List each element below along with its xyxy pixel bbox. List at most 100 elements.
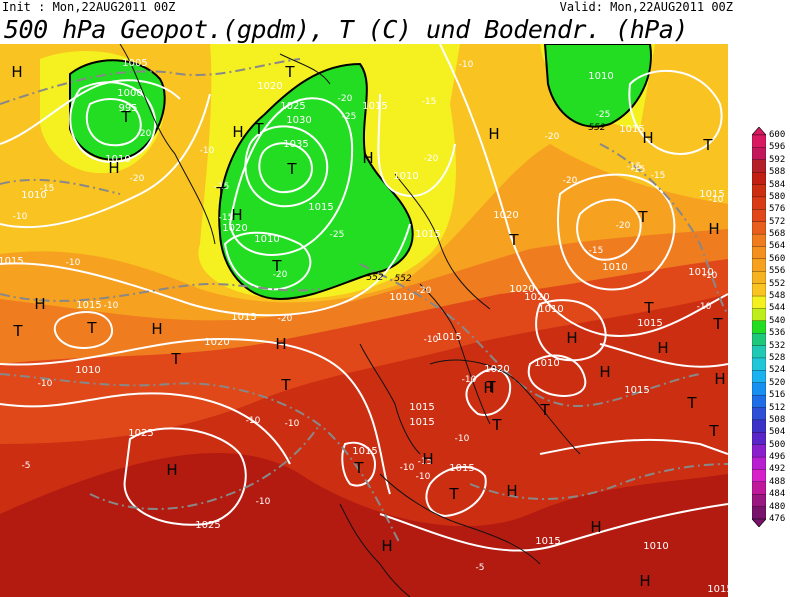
colorbar-tick-label: 504 <box>769 427 786 438</box>
temp-label: -5 <box>476 563 485 573</box>
temperature-labels: -20 -20 -15 -10 -15 -20 -25 -15 -10 -20 … <box>13 60 724 573</box>
colorbar-tick-label: 568 <box>769 229 786 240</box>
pressure-label: 1010 <box>534 358 559 369</box>
colorbar-segment <box>752 209 766 223</box>
high-center: H <box>231 206 242 224</box>
temp-label: -10 <box>104 301 119 311</box>
colorbar-tick-label: 580 <box>769 191 786 202</box>
colorbar-tick-label: 572 <box>769 216 786 227</box>
pressure-label: 1020 <box>257 81 282 92</box>
temp-label: -10 <box>424 335 439 345</box>
pressure-label: 1035 <box>283 139 308 150</box>
pressure-label: 1010 <box>105 154 130 165</box>
pressure-label: 1015 <box>699 189 724 200</box>
temp-label: -10 <box>400 463 415 473</box>
pressure-label: 1010 <box>254 234 279 245</box>
pressure-label: 1020 <box>509 284 534 295</box>
colorbar-segment <box>752 184 766 198</box>
temp-label: -20 <box>273 270 288 280</box>
low-center: T <box>215 184 226 202</box>
low-center: T <box>708 422 719 440</box>
pressure-label: 1010 <box>602 262 627 273</box>
pressure-label: 1015 <box>409 402 434 413</box>
dark-red-band <box>0 453 728 597</box>
colorbar-segment <box>752 134 766 149</box>
pressure-label: 1020 <box>524 292 549 303</box>
colorbar-tick-label: 508 <box>769 414 786 425</box>
colorbar-segment <box>752 320 766 334</box>
colorbar-tick-label: 520 <box>769 377 786 388</box>
pressure-label: 1000 <box>117 88 142 99</box>
temp-label: -15 <box>40 184 55 194</box>
temp-label: -10 <box>703 271 718 281</box>
low-center: T <box>637 208 648 226</box>
colorbar-tick-label: 476 <box>769 514 786 524</box>
pressure-label: 1010 <box>75 365 100 376</box>
colorbar-bottom-arrow <box>752 518 766 527</box>
colorbar-tick-label: 512 <box>769 402 786 413</box>
colorbar-segment <box>752 469 766 483</box>
pressure-centers-low: T T T T T T T T T T T T T T T T T T T T … <box>12 63 723 503</box>
high-center: H <box>483 379 494 397</box>
low-center: T <box>271 257 282 275</box>
temp-label: -15 <box>589 246 604 256</box>
colorbar-tick-label: 540 <box>769 315 786 326</box>
pressure-label: 1020 <box>484 364 509 375</box>
temp-label: -10 <box>709 195 724 205</box>
pressure-label: 1015 <box>76 300 101 311</box>
colorbar-tick-label: 516 <box>769 390 786 401</box>
temp-label: -5 <box>22 461 31 471</box>
colorbar-tick-label: 496 <box>769 452 786 463</box>
low-center: T <box>485 378 496 396</box>
high-center: H <box>708 220 719 238</box>
colorbar-tick-label: 544 <box>769 303 786 314</box>
temp-label: -10 <box>459 60 474 70</box>
pressure-label: 995 <box>118 103 137 114</box>
colorbar-segment <box>752 221 766 235</box>
pressure-label: 1015 <box>409 417 434 428</box>
pressure-label: 1010 <box>588 71 613 82</box>
high-center: H <box>34 295 45 313</box>
isobar-lines <box>0 44 728 552</box>
colorbar-tick-label: 592 <box>769 154 786 165</box>
temp-label: -10 <box>697 302 712 312</box>
colorbar-segment <box>752 159 766 173</box>
temp-label: -20 <box>563 176 578 186</box>
low-center: T <box>286 160 297 178</box>
map-title: 500 hPa Geopot.(gpdm), T (C) und Bodendr… <box>4 15 688 44</box>
high-center: H <box>151 320 162 338</box>
low-center: T <box>539 401 550 419</box>
high-center: H <box>11 63 22 81</box>
low-center: T <box>643 299 654 317</box>
low-center: T <box>253 120 264 138</box>
temp-label: -15 <box>215 182 230 192</box>
temp-label: -15 <box>651 171 666 181</box>
colorbar-segment <box>752 444 766 458</box>
temp-label: -20 <box>130 174 145 184</box>
colorbar-tick-label: 560 <box>769 253 786 264</box>
colorbar-segment <box>752 382 766 396</box>
colorbar-segment <box>752 308 766 322</box>
temp-label: -10 <box>416 472 431 482</box>
pressure-label: 1015 <box>707 584 728 595</box>
height-labels: 552 552 552 <box>366 123 605 284</box>
init-time-label: Init : Mon,22AUG2011 00Z <box>2 0 176 14</box>
pressure-label: 1015 <box>619 124 644 135</box>
colorbar-tick-label: 532 <box>769 340 786 351</box>
high-center: H <box>166 461 177 479</box>
temperature-isolines <box>0 58 728 545</box>
pressure-label: 1015 <box>308 202 333 213</box>
colorbar-top-arrow <box>752 127 766 136</box>
high-center: H <box>362 149 373 167</box>
colorbar-segment <box>752 246 766 260</box>
temp-label: -10 <box>200 146 215 156</box>
pressure-label: 1010 <box>21 190 46 201</box>
pressure-label: 1020 <box>204 337 229 348</box>
pressure-label: 1015 <box>449 463 474 474</box>
pressure-label: 1025 <box>128 428 153 439</box>
temp-label: -10 <box>38 379 53 389</box>
colorbar-tick-label: 488 <box>769 476 786 487</box>
high-center: H <box>232 123 243 141</box>
pressure-label: 1010 <box>643 541 668 552</box>
temp-label: -25 <box>330 230 345 240</box>
